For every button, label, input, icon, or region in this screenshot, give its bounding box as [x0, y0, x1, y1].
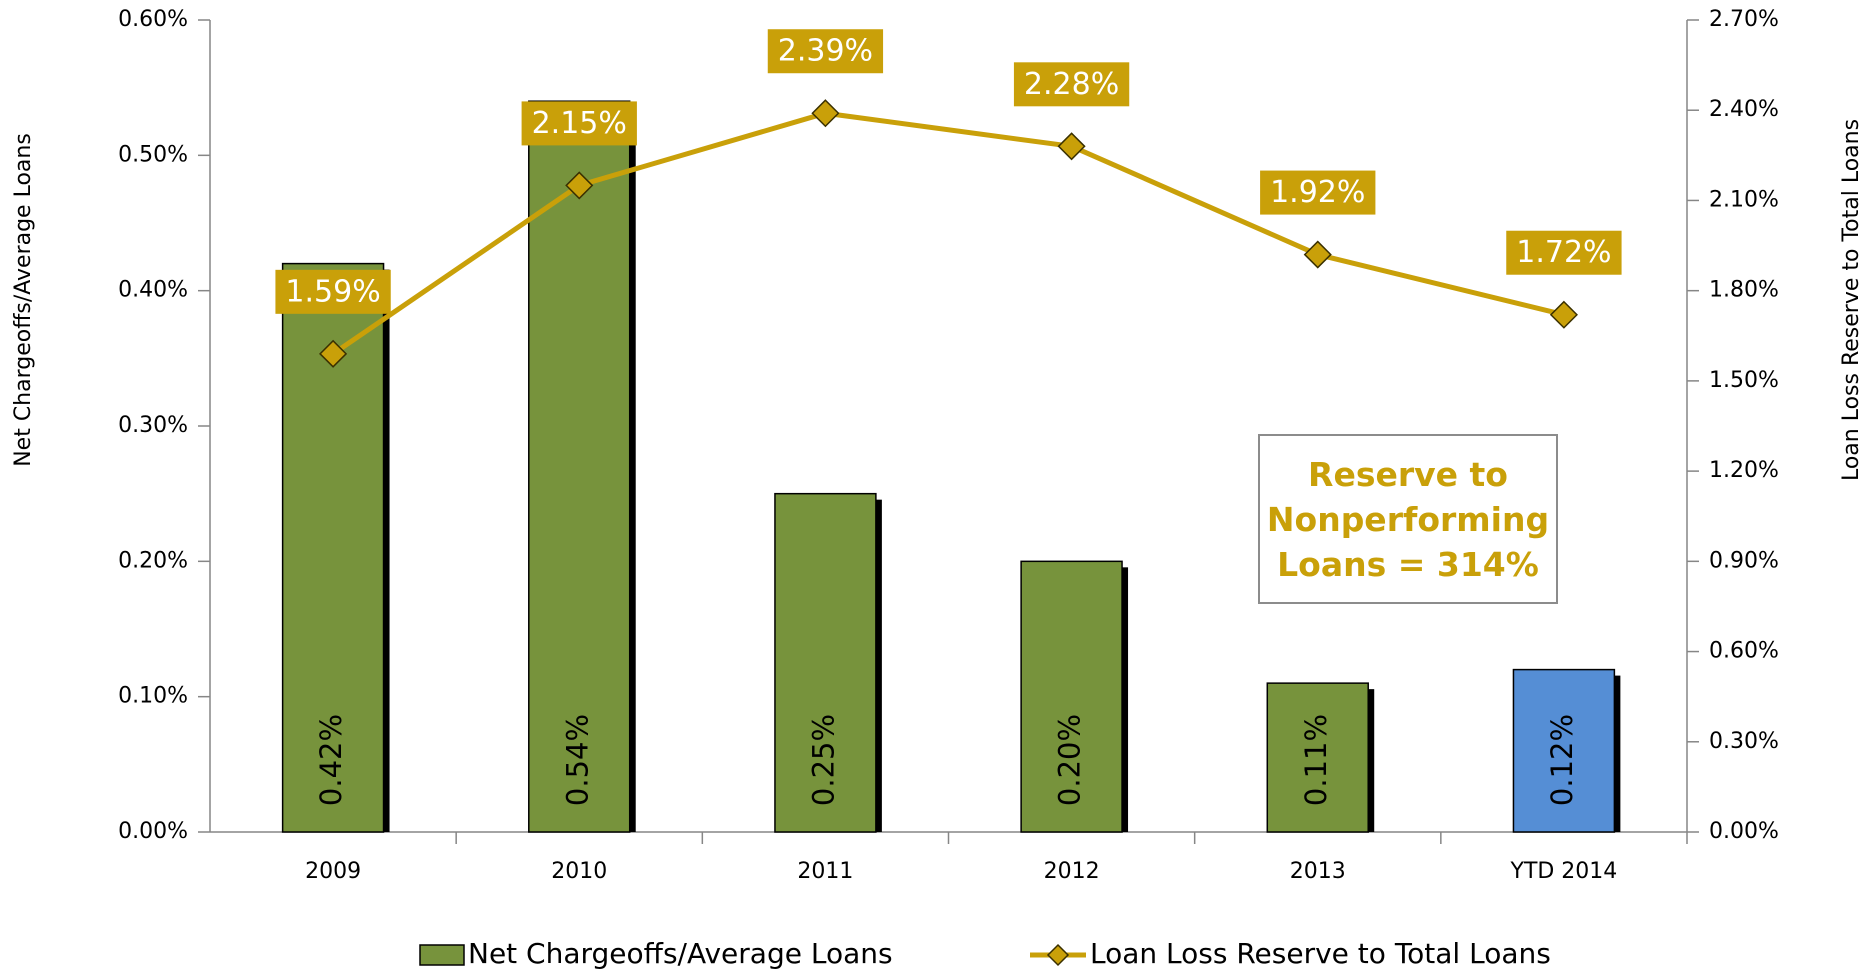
- y2-tick-label: 2.40%: [1709, 97, 1779, 122]
- y-tick-label: 0.00%: [118, 819, 188, 844]
- y-tick-label: 0.20%: [118, 548, 188, 573]
- y2-tick-label: 0.30%: [1709, 729, 1779, 754]
- line-value-label: 1.92%: [1260, 170, 1376, 215]
- bar-value-label: 0.42%: [314, 714, 348, 806]
- bar: [1020, 560, 1123, 833]
- y2-tick-label: 2.10%: [1709, 187, 1779, 212]
- y2-tick-label: 2.70%: [1709, 7, 1779, 32]
- bar: [1512, 668, 1616, 833]
- x-tick-label: 2013: [1290, 859, 1346, 884]
- bar-value-label: 0.25%: [806, 714, 840, 806]
- line-marker: [1303, 240, 1332, 269]
- x-tick-label: YTD 2014: [1510, 859, 1618, 884]
- line-value-text: 1.92%: [1270, 175, 1365, 210]
- line-value-label: 2.15%: [521, 101, 637, 146]
- y2-axis-title: Loan Loss Reserve to Total Loans: [1839, 119, 1864, 481]
- label-box: [767, 29, 884, 74]
- line-marker: [319, 339, 348, 368]
- line-value-text: 2.39%: [778, 34, 873, 69]
- y2-tick-label: 0.00%: [1709, 819, 1779, 844]
- x-tick-label: 2010: [551, 859, 607, 884]
- line-value-text: 1.59%: [285, 274, 380, 309]
- line-value-text: 2.15%: [532, 106, 627, 141]
- bar: [528, 100, 631, 833]
- y2-tick-label: 0.90%: [1709, 548, 1779, 573]
- line-marker: [565, 171, 594, 200]
- label-box: [275, 269, 391, 314]
- legend-swatch: [419, 944, 465, 966]
- legend-label: Loan Loss Reserve to Total Loans: [1090, 937, 1551, 970]
- line-marker: [1057, 132, 1086, 161]
- y2-tick-label: 1.50%: [1709, 368, 1779, 393]
- bar: [1266, 682, 1369, 833]
- y-axis-title: Net Chargeoffs/Average Loans: [11, 133, 36, 467]
- label-box: [1260, 170, 1376, 215]
- y-tick-label: 0.10%: [118, 684, 188, 709]
- line: [331, 110, 1565, 356]
- bar-value-label: 0.12%: [1545, 714, 1579, 806]
- legend-marker: [1046, 943, 1070, 967]
- line-value-label: 1.72%: [1506, 230, 1622, 275]
- line-marker: [1549, 300, 1578, 329]
- y-tick-label: 0.60%: [118, 7, 188, 32]
- bar-value-label: 0.11%: [1299, 714, 1333, 806]
- line-marker: [811, 99, 840, 128]
- bar-value-label: 0.20%: [1053, 714, 1087, 806]
- y2-tick-label: 1.20%: [1709, 458, 1779, 483]
- bar: [774, 492, 877, 833]
- line-value-label: 2.28%: [1013, 62, 1130, 107]
- line-value-text: 2.28%: [1024, 67, 1119, 102]
- y2-tick-label: 1.80%: [1709, 278, 1779, 303]
- label-box: [521, 101, 637, 146]
- line-value-text: 1.72%: [1516, 235, 1611, 270]
- x-tick-label: 2009: [305, 859, 361, 884]
- label-box: [1013, 62, 1130, 107]
- x-tick-label: 2012: [1044, 859, 1100, 884]
- y-tick-label: 0.30%: [118, 413, 188, 438]
- line-value-label: 1.59%: [275, 269, 391, 314]
- y-tick-label: 0.40%: [118, 278, 188, 303]
- x-tick-label: 2011: [797, 859, 853, 884]
- line-value-label: 2.39%: [767, 29, 884, 74]
- y-tick-label: 0.50%: [118, 142, 188, 167]
- legend-label: Net Chargeoffs/Average Loans: [468, 937, 893, 970]
- y2-tick-label: 0.60%: [1709, 639, 1779, 664]
- label-box: [1506, 230, 1622, 275]
- annotation: Reserve to Nonperforming Loans = 314%: [1258, 434, 1558, 604]
- bar-value-label: 0.54%: [560, 714, 594, 806]
